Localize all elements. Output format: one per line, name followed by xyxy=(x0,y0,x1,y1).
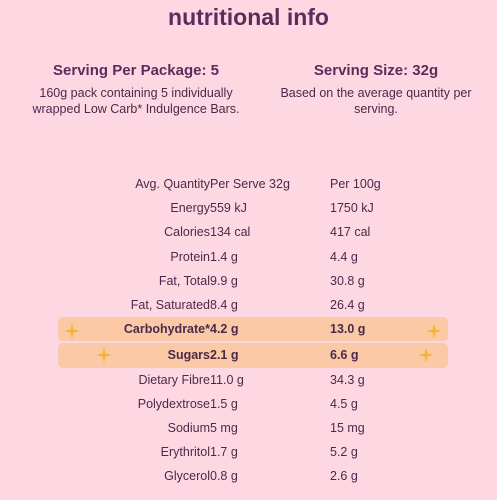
row-label: Fat, Total xyxy=(158,273,210,288)
row-per-serve: 8.4 g xyxy=(210,298,238,313)
row-per-100g: 417 cal xyxy=(330,225,371,240)
table-row: Glycerol 0.8 g 2.6 g xyxy=(58,464,448,488)
table-row-highlighted: Sugars 2.1 g 6.6 g xyxy=(58,343,448,368)
table-row: Fat, Saturated 8.4 g 26.4 g xyxy=(58,293,448,317)
row-label: Erythritol xyxy=(160,445,210,460)
row-per-100g: 30.8 g xyxy=(330,273,365,288)
row-per-100g: 4.4 g xyxy=(330,249,358,264)
row-per-serve: 1.4 g xyxy=(210,249,238,264)
row-per-serve: 0.8 g xyxy=(210,469,238,484)
row-per-serve: 1.5 g xyxy=(210,396,238,411)
sparkle-icon xyxy=(426,323,442,339)
row-label: Sodium xyxy=(167,420,210,435)
row-per-serve: 11.0 g xyxy=(210,372,244,387)
row-per-100g: 15 mg xyxy=(330,420,365,435)
row-per-serve: 559 kJ xyxy=(210,201,247,216)
row-per-serve: 9.9 g xyxy=(210,273,238,288)
serving-size-block: Serving Size: 32g Based on the average q… xyxy=(276,62,476,117)
table-row: Energy 559 kJ 1750 kJ xyxy=(58,196,448,220)
row-per-serve: 4.2 g xyxy=(210,317,330,344)
table-row: Dietary Fibre 11.0 g 34.3 g xyxy=(58,368,448,392)
row-per-100g: 6.6 g xyxy=(330,343,448,368)
serving-per-package-heading: Serving Per Package: 5 xyxy=(53,62,219,79)
row-label: Energy xyxy=(170,201,210,216)
table-row: Fat, Total 9.9 g 30.8 g xyxy=(58,269,448,293)
row-label: Protein xyxy=(170,249,210,264)
row-label: Carbohydrate* xyxy=(58,317,210,344)
row-label: Polydextrose xyxy=(137,396,210,411)
table-row-highlighted: Carbohydrate* 4.2 g 13.0 g xyxy=(58,317,448,344)
sparkle-icon xyxy=(64,323,80,339)
table-header-row: Avg. Quantity Per Serve 32g Per 100g xyxy=(58,172,448,196)
serving-per-package-description: 160g pack containing 5 individually wrap… xyxy=(32,86,240,116)
serving-size-heading: Serving Size: 32g xyxy=(313,62,439,79)
nutrition-table: Avg. Quantity Per Serve 32g Per 100g Ene… xyxy=(58,172,448,488)
row-label: Sugars xyxy=(58,343,210,368)
sparkle-icon xyxy=(96,347,112,363)
row-per-100g: 2.6 g xyxy=(330,469,358,484)
table-row: Protein 1.4 g 4.4 g xyxy=(58,245,448,269)
table-row: Erythritol 1.7 g 5.2 g xyxy=(58,440,448,464)
row-per-100g: 1750 kJ xyxy=(330,201,374,216)
serving-size-description: Based on the average quantity per servin… xyxy=(280,86,472,116)
header-per-serve: Per Serve 32g xyxy=(210,177,290,192)
table-row: Polydextrose 1.5 g 4.5 g xyxy=(58,392,448,416)
row-per-100g: 5.2 g xyxy=(330,445,358,460)
serving-per-package-block: Serving Per Package: 5 160g pack contain… xyxy=(20,62,252,117)
page-title: nutritional info xyxy=(168,4,329,30)
row-per-serve: 134 cal xyxy=(210,225,251,240)
row-label: Fat, Saturated xyxy=(130,298,210,313)
row-per-100g: 34.3 g xyxy=(330,372,365,387)
row-per-serve: 1.7 g xyxy=(210,445,238,460)
row-per-100g: 4.5 g xyxy=(330,396,358,411)
row-per-serve: 2.1 g xyxy=(210,343,330,368)
sparkle-icon xyxy=(418,347,434,363)
header-avg-quantity: Avg. Quantity xyxy=(135,177,210,192)
row-per-100g: 26.4 g xyxy=(330,298,365,313)
row-label: Dietary Fibre xyxy=(138,372,210,387)
row-per-100g: 13.0 g xyxy=(330,317,448,344)
row-label: Glycerol xyxy=(164,469,210,484)
header-per-100g: Per 100g xyxy=(330,177,381,192)
row-per-serve: 5 mg xyxy=(210,420,238,435)
row-label: Calories xyxy=(164,225,210,240)
table-row: Calories 134 cal 417 cal xyxy=(58,220,448,244)
table-row: Sodium 5 mg 15 mg xyxy=(58,416,448,440)
